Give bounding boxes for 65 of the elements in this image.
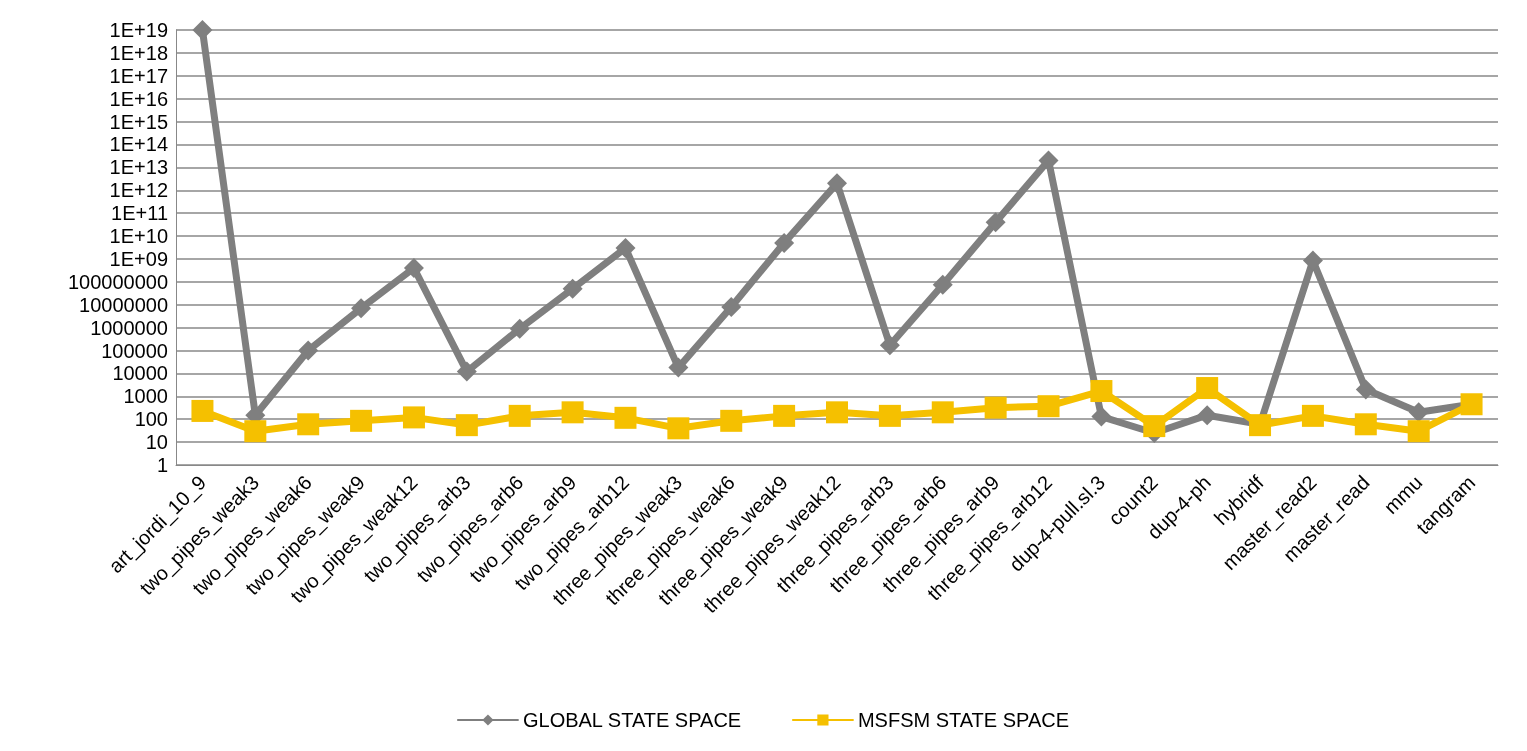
y-tick-label: 10 — [145, 431, 168, 454]
point — [721, 296, 742, 317]
y-tick-label: 1E+19 — [109, 19, 168, 41]
point — [984, 396, 1007, 419]
point — [1407, 420, 1430, 443]
y-tick-label: 1E+17 — [109, 64, 168, 87]
point — [403, 258, 424, 279]
y-tick-label: 1E+18 — [109, 41, 168, 64]
point — [826, 401, 848, 424]
legend-label: GLOBAL STATE SPACE — [522, 709, 742, 731]
point — [244, 420, 267, 443]
point — [562, 278, 583, 299]
point — [1354, 413, 1377, 436]
point — [1355, 379, 1376, 400]
point — [456, 361, 477, 382]
y-tick-label: 10000000 — [79, 293, 168, 316]
y-tick-label: 100000000 — [67, 270, 168, 293]
point — [351, 298, 372, 319]
point — [350, 409, 373, 432]
point — [1196, 377, 1219, 400]
legend-label: MSFSM STATE SPACE — [857, 709, 1070, 731]
y-tick-label: 1E+09 — [109, 247, 168, 270]
point — [1091, 406, 1112, 427]
y-tick-label: 10000 — [112, 362, 168, 385]
point — [1090, 380, 1113, 403]
y-tick-label: 1E+10 — [109, 225, 168, 248]
point — [402, 406, 425, 429]
point — [668, 357, 689, 378]
point — [773, 404, 796, 427]
point — [561, 401, 584, 424]
point — [615, 238, 636, 259]
point — [297, 413, 320, 436]
point — [1037, 395, 1060, 418]
point — [508, 404, 531, 427]
y-tick-label: 1 — [156, 454, 168, 476]
y-tick-label: 1000 — [123, 385, 168, 408]
point — [827, 173, 847, 194]
point — [985, 212, 1006, 233]
point — [774, 232, 795, 253]
y-tick-label: 100 — [134, 408, 168, 431]
y-tick-label: 100000 — [101, 339, 168, 362]
point — [1197, 405, 1218, 426]
y-tick-label: 1000000 — [90, 316, 168, 339]
y-tick-label: 1E+12 — [109, 179, 168, 202]
point — [1301, 404, 1324, 427]
y-tick-label: 1E+13 — [109, 156, 168, 179]
point — [614, 406, 637, 429]
point — [931, 401, 954, 424]
y-tick-label: 1E+11 — [111, 202, 168, 225]
y-tick-label: 1E+16 — [109, 87, 168, 110]
point — [1038, 150, 1059, 171]
point — [298, 340, 319, 361]
point — [878, 404, 901, 427]
y-tick-label: 1E+14 — [109, 133, 168, 156]
point — [932, 274, 953, 295]
point — [1143, 415, 1166, 438]
point — [191, 399, 214, 422]
point — [720, 409, 743, 432]
y-tick-label: 1E+15 — [109, 110, 168, 133]
point — [879, 335, 900, 356]
point — [667, 417, 690, 440]
point — [455, 414, 478, 437]
point — [509, 318, 530, 339]
point — [192, 20, 213, 40]
point — [1408, 402, 1429, 423]
